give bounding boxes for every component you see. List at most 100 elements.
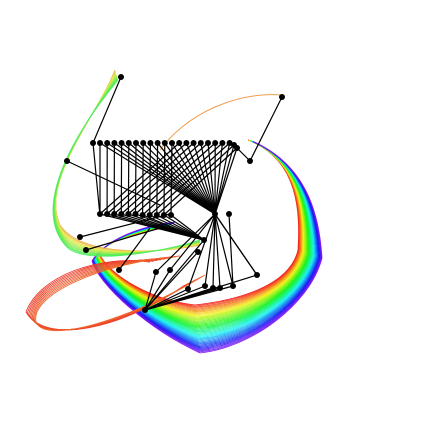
node <box>212 140 219 146</box>
edge <box>120 142 202 215</box>
edge <box>99 142 180 215</box>
node <box>111 140 118 146</box>
nodes <box>64 74 285 313</box>
edge <box>171 142 216 215</box>
edge <box>92 142 101 217</box>
node <box>97 140 103 146</box>
edge <box>144 239 205 311</box>
node <box>104 140 111 146</box>
edge <box>149 142 231 216</box>
node <box>139 212 146 218</box>
node <box>212 211 218 217</box>
node <box>247 158 253 164</box>
node <box>219 140 226 146</box>
node <box>217 285 223 291</box>
node <box>146 212 153 218</box>
node <box>90 140 96 146</box>
node <box>111 211 118 217</box>
node <box>83 247 89 253</box>
edge <box>128 142 209 215</box>
node <box>147 140 154 146</box>
node <box>197 140 204 146</box>
edge <box>144 274 258 311</box>
node <box>169 140 175 146</box>
edge <box>214 213 221 289</box>
edge <box>212 213 216 289</box>
node <box>279 94 285 100</box>
side-curves <box>25 69 283 332</box>
edge <box>170 214 205 241</box>
node <box>195 249 201 255</box>
edge <box>106 142 187 215</box>
edge <box>214 142 231 215</box>
node <box>205 140 211 146</box>
edge <box>163 147 238 216</box>
node <box>97 211 103 217</box>
edge <box>169 213 216 271</box>
edge <box>92 76 122 144</box>
edge <box>214 142 223 215</box>
edge <box>79 213 171 238</box>
node <box>118 140 125 146</box>
edge <box>185 142 216 215</box>
node <box>153 212 160 218</box>
node <box>64 158 70 164</box>
curve <box>35 255 206 332</box>
edge <box>204 213 216 287</box>
node <box>77 234 83 240</box>
edge <box>142 142 144 216</box>
node <box>140 140 147 146</box>
node <box>168 212 174 218</box>
edge <box>200 142 216 215</box>
node <box>190 140 197 146</box>
node <box>132 211 139 217</box>
edge <box>228 213 234 287</box>
edge <box>214 144 235 215</box>
edge <box>156 144 235 216</box>
edge <box>187 213 216 290</box>
node <box>161 140 168 146</box>
edge <box>113 142 194 215</box>
node <box>226 211 232 217</box>
edge <box>135 142 216 215</box>
edge <box>144 285 206 311</box>
edge <box>163 142 166 216</box>
curve <box>159 94 283 151</box>
edge <box>170 142 173 216</box>
edge <box>214 213 234 287</box>
node <box>116 267 122 273</box>
node <box>142 307 148 313</box>
node <box>230 283 236 289</box>
node <box>153 269 159 275</box>
curve <box>52 79 201 257</box>
node <box>118 211 125 217</box>
edge <box>66 160 161 206</box>
node <box>167 267 173 273</box>
node <box>133 140 139 146</box>
edge <box>249 96 283 162</box>
edge <box>149 142 151 216</box>
node <box>118 74 124 80</box>
node <box>201 237 207 243</box>
edge <box>144 269 171 311</box>
edge <box>214 147 238 215</box>
node <box>185 286 191 292</box>
node <box>234 145 240 151</box>
edge <box>236 147 251 162</box>
node <box>176 140 183 146</box>
edge <box>155 213 216 273</box>
node <box>160 212 167 218</box>
node <box>125 140 132 146</box>
node <box>125 211 132 217</box>
edge <box>156 214 205 241</box>
node <box>154 140 161 146</box>
node <box>254 272 260 278</box>
node <box>202 283 208 289</box>
node <box>210 285 216 291</box>
edge <box>118 227 151 271</box>
edge <box>214 213 258 276</box>
edges <box>66 76 283 311</box>
node <box>104 211 111 217</box>
